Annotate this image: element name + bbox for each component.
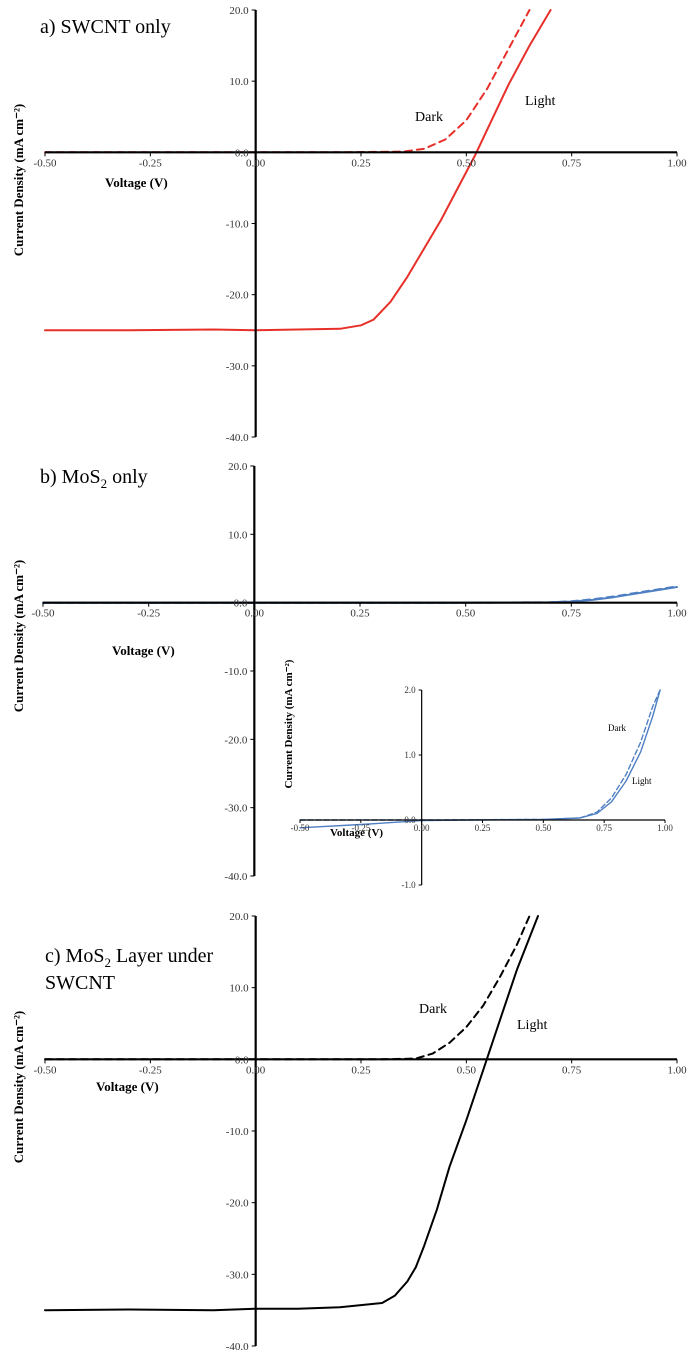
panel-b-y-tick-label: 20.0 xyxy=(228,461,248,473)
panel-a-label-dark: Dark xyxy=(415,110,443,125)
panel-c-x-tick-label: -0.50 xyxy=(34,1064,57,1076)
panel-a-title: a) SWCNT only xyxy=(40,16,171,38)
panel-b-title: b) MoS2 only xyxy=(40,466,148,491)
panel-a-x-tick-label: 1.00 xyxy=(667,157,687,169)
panel-b-y-tick-label: 0.0 xyxy=(234,598,248,610)
inset-series-dark-line xyxy=(299,689,661,821)
panel-c-x-tick-label: 0.00 xyxy=(246,1064,266,1076)
inset-x-tick-label: 0.25 xyxy=(475,823,491,833)
panel-c-x-tick-label: 0.75 xyxy=(562,1064,582,1076)
panel-b-x-tick-label: 0.50 xyxy=(456,608,476,620)
panel-c-y-tick-label: -20.0 xyxy=(226,1198,249,1210)
panel-c-title: c) MoS2 Layer under xyxy=(45,945,213,970)
panel-c-series-dark-line xyxy=(44,915,531,1061)
panel-a-x-tick-label: -0.25 xyxy=(139,157,162,169)
panel-c-x-tick-label: 1.00 xyxy=(667,1064,687,1076)
panel-a-x-tick-label: 0.75 xyxy=(562,157,582,169)
inset-series-light-line xyxy=(299,689,661,829)
panel-c-label-light: Light xyxy=(517,1018,547,1033)
panel-b-xlabel: Voltage (V) xyxy=(112,643,175,658)
panel-a-y-tick-label: -30.0 xyxy=(226,361,249,373)
panel-b-x-tick-label: 0.00 xyxy=(245,608,265,620)
panel-c-y-tick-label: 10.0 xyxy=(229,983,249,995)
inset-x-tick-label: 0.75 xyxy=(596,823,612,833)
panel-c-y-tick-label: -30.0 xyxy=(226,1269,249,1281)
panel-a-series-light-line xyxy=(44,9,552,332)
panel-b-mos2-only: b) MoS2 only Current Density (mA cm⁻²) V… xyxy=(11,461,687,890)
panel-b-y-tick-label: -40.0 xyxy=(224,871,247,883)
panel-c-x-tick-label: 0.25 xyxy=(351,1064,371,1076)
inset-y-tick-label: 1.0 xyxy=(404,750,416,760)
panel-b-y-tick-label: -20.0 xyxy=(224,734,247,746)
panel-b-x-tick-label: 0.25 xyxy=(350,608,370,620)
inset-ylabel: Current Density (mA cm⁻²) xyxy=(283,659,295,788)
panel-b-ylabel: Current Density (mA cm⁻²) xyxy=(11,560,26,712)
inset-x-tick-label: 1.00 xyxy=(657,823,673,833)
panel-b-x-tick-label: -0.50 xyxy=(32,608,55,620)
panel-a-xlabel: Voltage (V) xyxy=(105,175,168,190)
panel-b-inset: Current Density (mA cm⁻²) Voltage (V) Da… xyxy=(283,659,673,890)
panel-a-x-tick-label: 0.25 xyxy=(351,157,371,169)
inset-x-tick-label: -0.25 xyxy=(351,823,370,833)
panel-a-y-tick-label: 20.0 xyxy=(229,5,249,17)
panel-c-title-line2: SWCNT xyxy=(45,972,115,994)
panel-a-x-tick-label: -0.50 xyxy=(34,157,57,169)
panel-b-x-tick-label: -0.25 xyxy=(137,608,160,620)
panel-c-y-tick-label: 0.0 xyxy=(235,1054,249,1066)
panel-b-series-light-line xyxy=(42,586,678,604)
panel-b-y-tick-label: 10.0 xyxy=(228,529,248,541)
panel-a-x-tick-label: 0.00 xyxy=(246,157,266,169)
inset-y-tick-label: 0.0 xyxy=(404,815,416,825)
panel-a-label-light: Light xyxy=(525,94,555,109)
panel-b-x-tick-label: 0.75 xyxy=(562,608,582,620)
inset-x-tick-label: 0.00 xyxy=(414,823,430,833)
panel-b-y-tick-label: -30.0 xyxy=(224,803,247,815)
panel-b-y-tick-label: -10.0 xyxy=(224,666,247,678)
inset-label-dark: Dark xyxy=(608,723,626,733)
panel-a-y-tick-label: -40.0 xyxy=(226,432,249,444)
panel-b-x-tick-label: 1.00 xyxy=(667,608,687,620)
inset-label-light: Light xyxy=(632,776,652,786)
panel-c-y-tick-label: -10.0 xyxy=(226,1126,249,1138)
panel-a-y-tick-label: 0.0 xyxy=(235,147,249,159)
inset-xlabel: Voltage (V) xyxy=(330,827,383,839)
inset-y-tick-label: 2.0 xyxy=(404,685,416,695)
panel-a-swcnt-only: a) SWCNT only Current Density (mA cm⁻²) … xyxy=(11,5,687,444)
panel-c-y-tick-label: -40.0 xyxy=(226,1341,249,1353)
panel-c-ylabel: Current Density (mA cm⁻²) xyxy=(11,1011,26,1163)
inset-x-tick-label: -0.50 xyxy=(291,823,310,833)
panel-c-mos2-under-swcnt: c) MoS2 Layer under SWCNT Current Densit… xyxy=(11,911,687,1353)
panel-c-y-tick-label: 20.0 xyxy=(229,911,249,923)
inset-x-tick-label: 0.50 xyxy=(535,823,551,833)
panel-a-x-tick-label: 0.50 xyxy=(457,157,477,169)
panel-c-x-tick-label: 0.50 xyxy=(457,1064,477,1076)
panel-c-series-light-line xyxy=(44,915,539,1312)
panel-a-ylabel: Current Density (mA cm⁻²) xyxy=(11,104,26,256)
panel-a-y-tick-label: -10.0 xyxy=(226,219,249,231)
panel-a-y-tick-label: 10.0 xyxy=(229,76,249,88)
panel-c-label-dark: Dark xyxy=(419,1002,447,1017)
panel-a-y-tick-label: -20.0 xyxy=(226,290,249,302)
inset-y-tick-label: -1.0 xyxy=(401,880,416,890)
panel-c-xlabel: Voltage (V) xyxy=(96,1079,159,1094)
panel-c-x-tick-label: -0.25 xyxy=(139,1064,162,1076)
